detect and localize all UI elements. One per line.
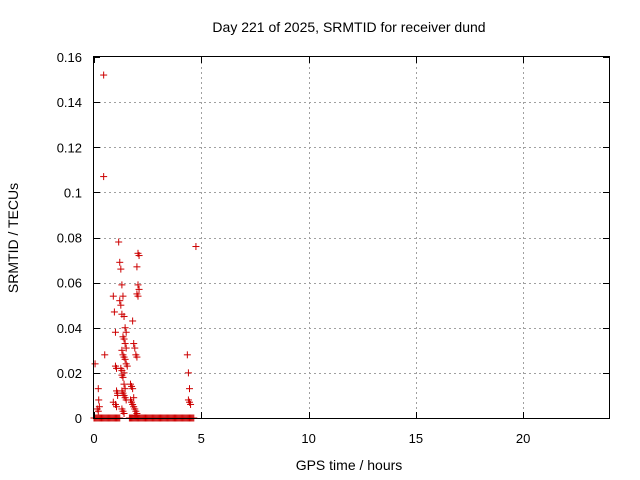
data-point — [120, 409, 128, 417]
data-point — [122, 344, 130, 352]
data-point — [123, 362, 131, 370]
grid — [94, 57, 609, 418]
y-tick-label: 0.06 — [57, 276, 82, 291]
x-tick-label: 5 — [198, 431, 205, 446]
y-tick-label: 0.16 — [57, 50, 82, 65]
data-point — [183, 351, 191, 359]
data-point — [111, 328, 119, 336]
y-tick-label: 0.08 — [57, 231, 82, 246]
data-point — [185, 385, 193, 393]
data-point — [119, 373, 127, 381]
data-points — [90, 71, 200, 422]
data-point — [121, 355, 129, 363]
y-tick-label: 0.14 — [57, 95, 82, 110]
data-point — [101, 351, 109, 359]
data-point — [118, 281, 126, 289]
x-axis-label: GPS time / hours — [296, 457, 403, 473]
y-tick-label: 0 — [75, 411, 82, 426]
axis-ticks — [94, 57, 609, 419]
plot-frame — [93, 56, 610, 419]
x-tick-label: 0 — [90, 431, 97, 446]
data-point — [121, 324, 129, 332]
data-point — [120, 335, 128, 343]
x-tick-label: 10 — [301, 431, 315, 446]
data-point — [109, 292, 117, 300]
data-point — [130, 340, 138, 348]
y-axis-label: SRMTID / TECUs — [5, 183, 21, 293]
data-point — [120, 312, 128, 320]
data-point — [91, 360, 99, 368]
data-point — [135, 285, 143, 293]
data-point — [131, 344, 139, 352]
tick-labels: 0 0.02 0.04 0.06 0.08 0.1 0.12 0.14 0.16 0 5 10 15 20 — [57, 50, 531, 446]
data-point — [94, 385, 102, 393]
data-point — [94, 407, 102, 415]
data-point — [192, 243, 200, 251]
data-point — [117, 301, 125, 309]
data-point — [113, 403, 121, 411]
y-tick-label: 0.04 — [57, 321, 82, 336]
data-point — [129, 317, 137, 325]
y-tick-label: 0.02 — [57, 366, 82, 381]
data-point — [119, 292, 127, 300]
data-point — [184, 369, 192, 377]
data-point — [110, 308, 118, 316]
data-point — [118, 346, 126, 354]
data-point — [135, 252, 143, 260]
chart-title: Day 221 of 2025, SRMTID for receiver dun… — [212, 19, 485, 35]
data-point — [134, 292, 142, 300]
data-point — [115, 238, 123, 246]
data-point — [117, 265, 125, 273]
data-point — [121, 340, 129, 348]
data-point — [134, 281, 142, 289]
data-point — [116, 258, 124, 266]
data-point — [133, 263, 141, 271]
data-point — [114, 391, 122, 399]
x-tick-label: 20 — [516, 431, 530, 446]
data-point — [100, 173, 108, 181]
data-point — [129, 385, 137, 393]
data-point — [133, 353, 141, 361]
data-point — [122, 328, 130, 336]
data-point — [120, 380, 128, 388]
y-tick-label: 0.1 — [64, 185, 82, 200]
y-tick-label: 0.12 — [57, 140, 82, 155]
data-point — [100, 71, 108, 79]
data-point — [116, 297, 124, 305]
data-point — [95, 396, 103, 404]
data-point — [187, 400, 195, 408]
x-tick-label: 15 — [409, 431, 423, 446]
